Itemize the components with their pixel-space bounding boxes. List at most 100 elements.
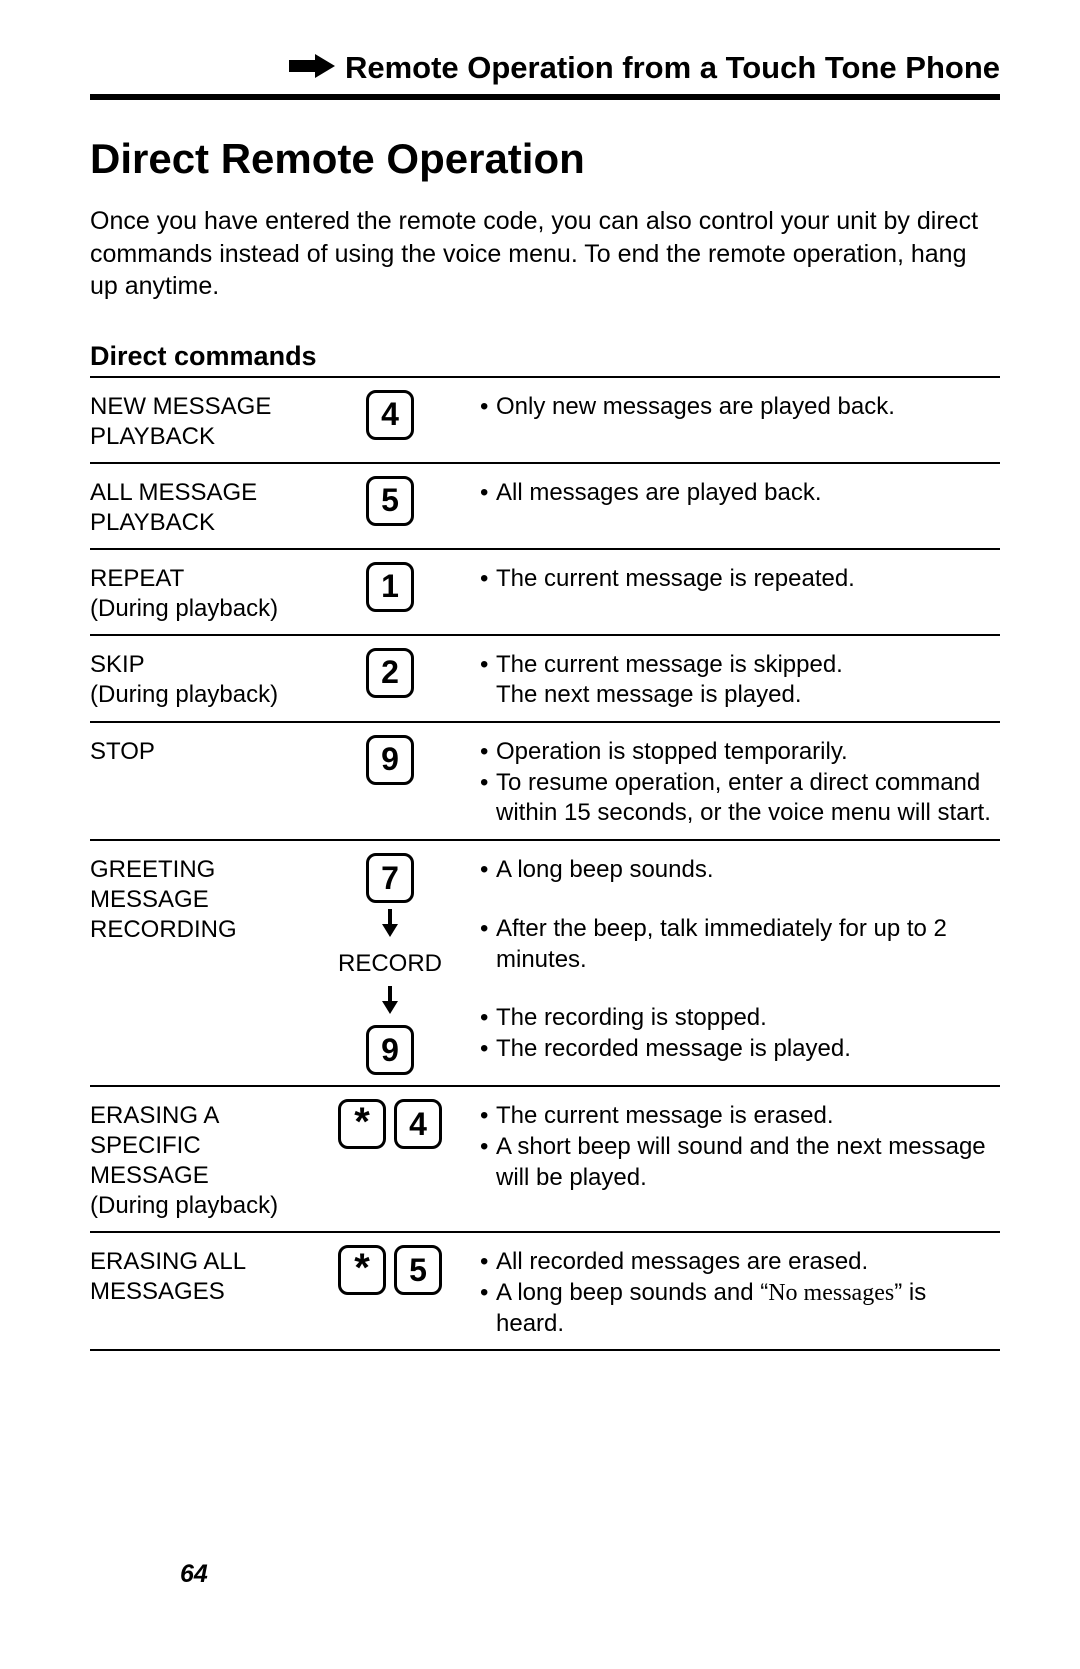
label-line: RECORDING — [90, 915, 300, 945]
desc-text: The recorded message is played. — [496, 1034, 1000, 1065]
bullet-icon: • — [480, 768, 496, 799]
page-title: Direct Remote Operation — [90, 135, 1000, 183]
label-line: (During playback) — [90, 680, 300, 710]
phone-key: 4 — [366, 390, 414, 440]
desc-text: Operation is stopped temporarily. — [496, 737, 1000, 768]
key-column: 1 — [300, 560, 480, 612]
label-line: REPEAT — [90, 564, 300, 594]
description: •Operation is stopped temporarily. •To r… — [480, 733, 1000, 829]
description: •The current message is erased. •A short… — [480, 1097, 1000, 1193]
label-line: (During playback) — [90, 594, 300, 624]
phone-key: 4 — [394, 1099, 442, 1149]
phone-key-star: * — [338, 1245, 386, 1295]
record-label: RECORD — [338, 950, 442, 978]
desc-text: All messages are played back. — [496, 478, 1000, 509]
bullet-icon: • — [480, 1247, 496, 1278]
table-row: ALL MESSAGE PLAYBACK 5 •All messages are… — [90, 462, 1000, 548]
key-column: 7 RECORD 9 — [300, 851, 480, 1075]
key-column: 9 — [300, 733, 480, 785]
section-header-row: Remote Operation from a Touch Tone Phone — [90, 50, 1000, 86]
label-line: STOP — [90, 737, 300, 767]
key-column: 5 — [300, 474, 480, 526]
desc-text: After the beep, talk immediately for up … — [496, 914, 1000, 975]
desc-fragment-serif: No messages — [768, 1280, 894, 1306]
phone-key-star: * — [338, 1099, 386, 1149]
description: •The current message is skipped. The next… — [480, 646, 1000, 711]
label-line: NEW MESSAGE — [90, 392, 300, 422]
down-arrow-icon — [380, 986, 400, 1019]
intro-paragraph: Once you have entered the remote code, y… — [90, 205, 1000, 303]
label-line: PLAYBACK — [90, 422, 300, 452]
phone-key: 7 — [366, 853, 414, 903]
desc-text: A short beep will sound and the next mes… — [496, 1132, 1000, 1193]
key-column: * 5 — [300, 1243, 480, 1295]
table-row: NEW MESSAGE PLAYBACK 4 •Only new message… — [90, 376, 1000, 462]
table-row: REPEAT (During playback) 1 •The current … — [90, 548, 1000, 634]
bullet-icon: • — [480, 1278, 496, 1309]
key-column: 4 — [300, 388, 480, 440]
command-label: ALL MESSAGE PLAYBACK — [90, 474, 300, 538]
label-line: ERASING A — [90, 1101, 300, 1131]
description: •The current message is repeated. — [480, 560, 1000, 595]
desc-fragment: A long beep sounds and “ — [496, 1279, 768, 1306]
label-line: GREETING — [90, 855, 300, 885]
description: •Only new messages are played back. — [480, 388, 1000, 423]
bullet-icon: • — [480, 1034, 496, 1065]
key-column: * 4 — [300, 1097, 480, 1149]
section-header-text: Remote Operation from a Touch Tone Phone — [345, 50, 1000, 86]
description: •A long beep sounds. •After the beep, ta… — [480, 851, 1000, 1065]
phone-key: 5 — [394, 1245, 442, 1295]
table-row: ERASING ALL MESSAGES * 5 •All recorded m… — [90, 1231, 1000, 1351]
arrow-right-icon — [289, 54, 335, 83]
label-line: MESSAGE — [90, 885, 300, 915]
desc-text: To resume operation, enter a direct comm… — [496, 768, 1000, 829]
command-label: REPEAT (During playback) — [90, 560, 300, 624]
desc-fragment: The current message is skipped. — [496, 651, 843, 678]
desc-text: Only new messages are played back. — [496, 392, 1000, 423]
down-arrow-icon — [380, 909, 400, 942]
command-label: NEW MESSAGE PLAYBACK — [90, 388, 300, 452]
desc-text: A long beep sounds and “No messages” is … — [496, 1278, 1000, 1339]
table-row: GREETING MESSAGE RECORDING 7 RECORD 9 •A… — [90, 839, 1000, 1085]
label-line: ALL MESSAGE — [90, 478, 300, 508]
description: •All recorded messages are erased. •A lo… — [480, 1243, 1000, 1339]
label-line: PLAYBACK — [90, 508, 300, 538]
phone-key: 9 — [366, 735, 414, 785]
bullet-icon: • — [480, 737, 496, 768]
bullet-icon: • — [480, 650, 496, 681]
page-number: 64 — [180, 1560, 208, 1589]
bullet-icon: • — [480, 1003, 496, 1034]
phone-key: 1 — [366, 562, 414, 612]
bullet-icon: • — [480, 914, 496, 945]
desc-text: The recording is stopped. — [496, 1003, 1000, 1034]
label-line: ERASING ALL — [90, 1247, 300, 1277]
phone-key: 9 — [366, 1025, 414, 1075]
table-row: ERASING A SPECIFIC MESSAGE (During playb… — [90, 1085, 1000, 1231]
bullet-icon: • — [480, 855, 496, 886]
commands-table: NEW MESSAGE PLAYBACK 4 •Only new message… — [90, 376, 1000, 1352]
table-row: STOP 9 •Operation is stopped temporarily… — [90, 721, 1000, 839]
label-line: (During playback) — [90, 1191, 300, 1221]
header-rule — [90, 94, 1000, 100]
desc-fragment: The next message is played. — [496, 681, 802, 708]
desc-text: A long beep sounds. — [496, 855, 1000, 886]
bullet-icon: • — [480, 392, 496, 423]
command-label: ERASING ALL MESSAGES — [90, 1243, 300, 1307]
command-label: STOP — [90, 733, 300, 767]
table-row: SKIP (During playback) 2 •The current me… — [90, 634, 1000, 721]
bullet-icon: • — [480, 478, 496, 509]
bullet-icon: • — [480, 1101, 496, 1132]
label-line: SKIP — [90, 650, 300, 680]
page: Remote Operation from a Touch Tone Phone… — [90, 50, 1000, 1629]
desc-text: All recorded messages are erased. — [496, 1247, 1000, 1278]
label-line: MESSAGES — [90, 1277, 300, 1307]
phone-key: 2 — [366, 648, 414, 698]
command-label: GREETING MESSAGE RECORDING — [90, 851, 300, 945]
subheading: Direct commands — [90, 341, 1000, 372]
desc-text: The current message is skipped. The next … — [496, 650, 1000, 711]
key-column: 2 — [300, 646, 480, 698]
command-label: ERASING A SPECIFIC MESSAGE (During playb… — [90, 1097, 300, 1221]
label-line: MESSAGE — [90, 1161, 300, 1191]
desc-text: The current message is erased. — [496, 1101, 1000, 1132]
description: •All messages are played back. — [480, 474, 1000, 509]
